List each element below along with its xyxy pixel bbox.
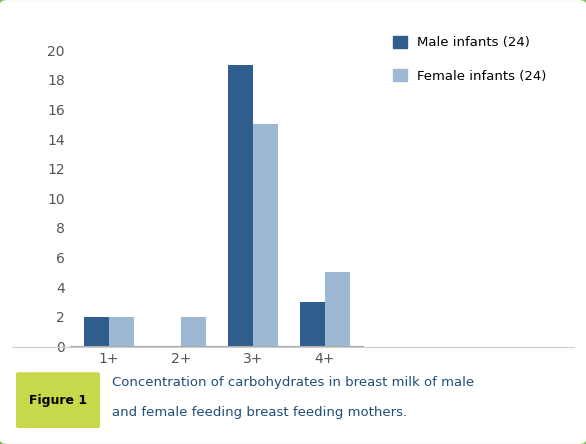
Bar <box>253 124 278 346</box>
Bar <box>84 317 109 346</box>
Text: and female feeding breast feeding mothers.: and female feeding breast feeding mother… <box>112 406 407 419</box>
FancyBboxPatch shape <box>16 372 100 428</box>
Text: Figure 1: Figure 1 <box>29 394 87 407</box>
Bar <box>109 317 134 346</box>
Bar <box>325 272 350 346</box>
Text: Concentration of carbohydrates in breast milk of male: Concentration of carbohydrates in breast… <box>112 376 474 388</box>
Legend: Male infants (24), Female infants (24): Male infants (24), Female infants (24) <box>393 36 547 83</box>
Bar <box>299 302 325 346</box>
Bar <box>181 317 206 346</box>
Bar <box>227 65 253 346</box>
